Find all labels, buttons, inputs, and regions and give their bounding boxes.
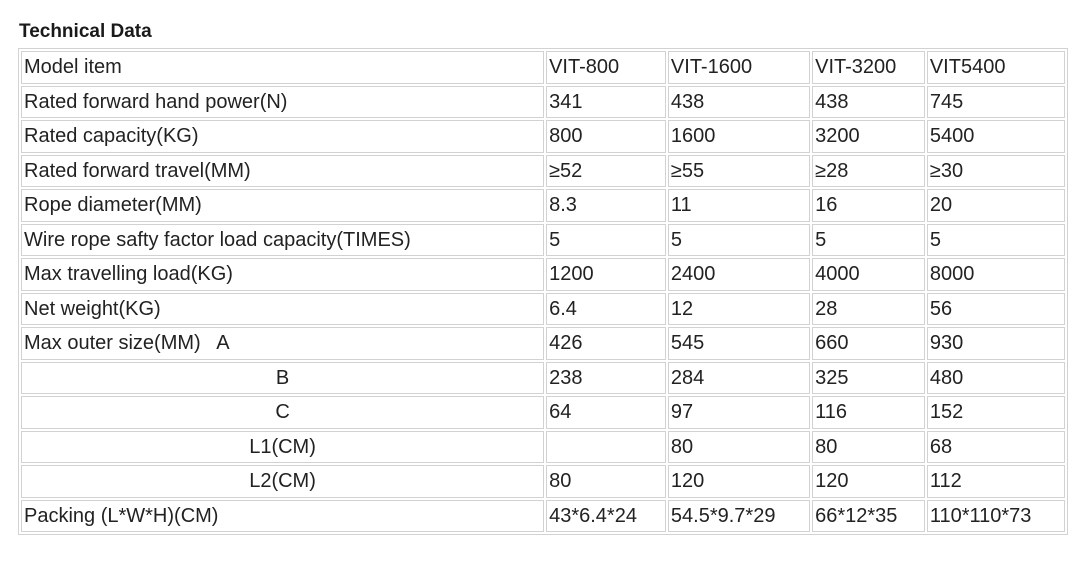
row-label: C — [21, 396, 545, 429]
technical-data-table: Model item VIT-800 VIT-1600 VIT-3200 VIT… — [18, 48, 1068, 535]
table-row: Packing (L*W*H)(CM) 43*6.4*24 54.5*9.7*2… — [21, 499, 1065, 532]
table-cell: 80 — [812, 430, 925, 463]
table-row: Model item VIT-800 VIT-1600 VIT-3200 VIT… — [21, 51, 1065, 84]
table-cell: 80 — [546, 465, 666, 498]
table-cell: 120 — [812, 465, 925, 498]
table-cell: ≥55 — [667, 154, 811, 187]
table-cell: 5 — [926, 223, 1065, 256]
table-cell: 438 — [667, 85, 811, 118]
table-cell: 5400 — [926, 120, 1065, 153]
table-cell: 8000 — [926, 258, 1065, 291]
table-cell: 238 — [546, 361, 666, 394]
table-cell: 745 — [926, 85, 1065, 118]
table-cell: 64 — [546, 396, 666, 429]
table-cell: 120 — [667, 465, 811, 498]
row-label: Rope diameter(MM) — [21, 189, 545, 222]
table-cell: 28 — [812, 292, 925, 325]
table-cell: VIT5400 — [926, 51, 1065, 84]
row-label: Net weight(KG) — [21, 292, 545, 325]
row-label: Max outer size(MM) A — [21, 327, 545, 360]
row-label: Rated forward hand power(N) — [21, 85, 545, 118]
table-cell: 66*12*35 — [812, 499, 925, 532]
table-cell: 438 — [812, 85, 925, 118]
table-cell: 12 — [667, 292, 811, 325]
row-label: Model item — [21, 51, 545, 84]
table-row: L1(CM) 80 80 68 — [21, 430, 1065, 463]
table-row: Max travelling load(KG) 1200 2400 4000 8… — [21, 258, 1065, 291]
table-row: Rated forward travel(MM) ≥52 ≥55 ≥28 ≥30 — [21, 154, 1065, 187]
table-cell: 800 — [546, 120, 666, 153]
table-cell: 545 — [667, 327, 811, 360]
row-label: Max travelling load(KG) — [21, 258, 545, 291]
table-cell: 480 — [926, 361, 1065, 394]
table-cell: 11 — [667, 189, 811, 222]
table-cell: 2400 — [667, 258, 811, 291]
table-row: B 238 284 325 480 — [21, 361, 1065, 394]
table-cell — [546, 430, 666, 463]
table-cell: 5 — [667, 223, 811, 256]
table-cell: 325 — [812, 361, 925, 394]
table-cell: 3200 — [812, 120, 925, 153]
table-cell: 1600 — [667, 120, 811, 153]
table-cell: 20 — [926, 189, 1065, 222]
table-cell: VIT-3200 — [812, 51, 925, 84]
table-row: L2(CM) 80 120 120 112 — [21, 465, 1065, 498]
table-cell: 116 — [812, 396, 925, 429]
table-row: Rated forward hand power(N) 341 438 438 … — [21, 85, 1065, 118]
table-cell: 426 — [546, 327, 666, 360]
table-cell: 8.3 — [546, 189, 666, 222]
table-cell: VIT-1600 — [667, 51, 811, 84]
table-cell: 97 — [667, 396, 811, 429]
table-row: Rated capacity(KG) 800 1600 3200 5400 — [21, 120, 1065, 153]
table-cell: 43*6.4*24 — [546, 499, 666, 532]
table-cell: 341 — [546, 85, 666, 118]
table-cell: 5 — [546, 223, 666, 256]
table-cell: 56 — [926, 292, 1065, 325]
table-cell: 16 — [812, 189, 925, 222]
table-cell: 68 — [926, 430, 1065, 463]
table-cell: 54.5*9.7*29 — [667, 499, 811, 532]
table-cell: 80 — [667, 430, 811, 463]
table-row: Net weight(KG) 6.4 12 28 56 — [21, 292, 1065, 325]
table-cell: 4000 — [812, 258, 925, 291]
table-cell: ≥30 — [926, 154, 1065, 187]
table-cell: 6.4 — [546, 292, 666, 325]
table-cell: ≥28 — [812, 154, 925, 187]
table-row: Max outer size(MM) A 426 545 660 930 — [21, 327, 1065, 360]
table-cell: 1200 — [546, 258, 666, 291]
table-row: C 64 97 116 152 — [21, 396, 1065, 429]
row-label: Rated capacity(KG) — [21, 120, 545, 153]
table-cell: 660 — [812, 327, 925, 360]
section-heading: Technical Data — [19, 21, 152, 42]
table-cell: ≥52 — [546, 154, 666, 187]
row-label: L2(CM) — [21, 465, 545, 498]
table-cell: 930 — [926, 327, 1065, 360]
table-cell: 112 — [926, 465, 1065, 498]
row-label: Wire rope safty factor load capacity(TIM… — [21, 223, 545, 256]
row-label: L1(CM) — [21, 430, 545, 463]
table-row: Wire rope safty factor load capacity(TIM… — [21, 223, 1065, 256]
table-cell: 284 — [667, 361, 811, 394]
table-cell: 5 — [812, 223, 925, 256]
table-row: Rope diameter(MM) 8.3 11 16 20 — [21, 189, 1065, 222]
row-label: B — [21, 361, 545, 394]
table-cell: 110*110*73 — [926, 499, 1065, 532]
row-label: Rated forward travel(MM) — [21, 154, 545, 187]
table-cell: VIT-800 — [546, 51, 666, 84]
row-label: Packing (L*W*H)(CM) — [21, 499, 545, 532]
table-cell: 152 — [926, 396, 1065, 429]
